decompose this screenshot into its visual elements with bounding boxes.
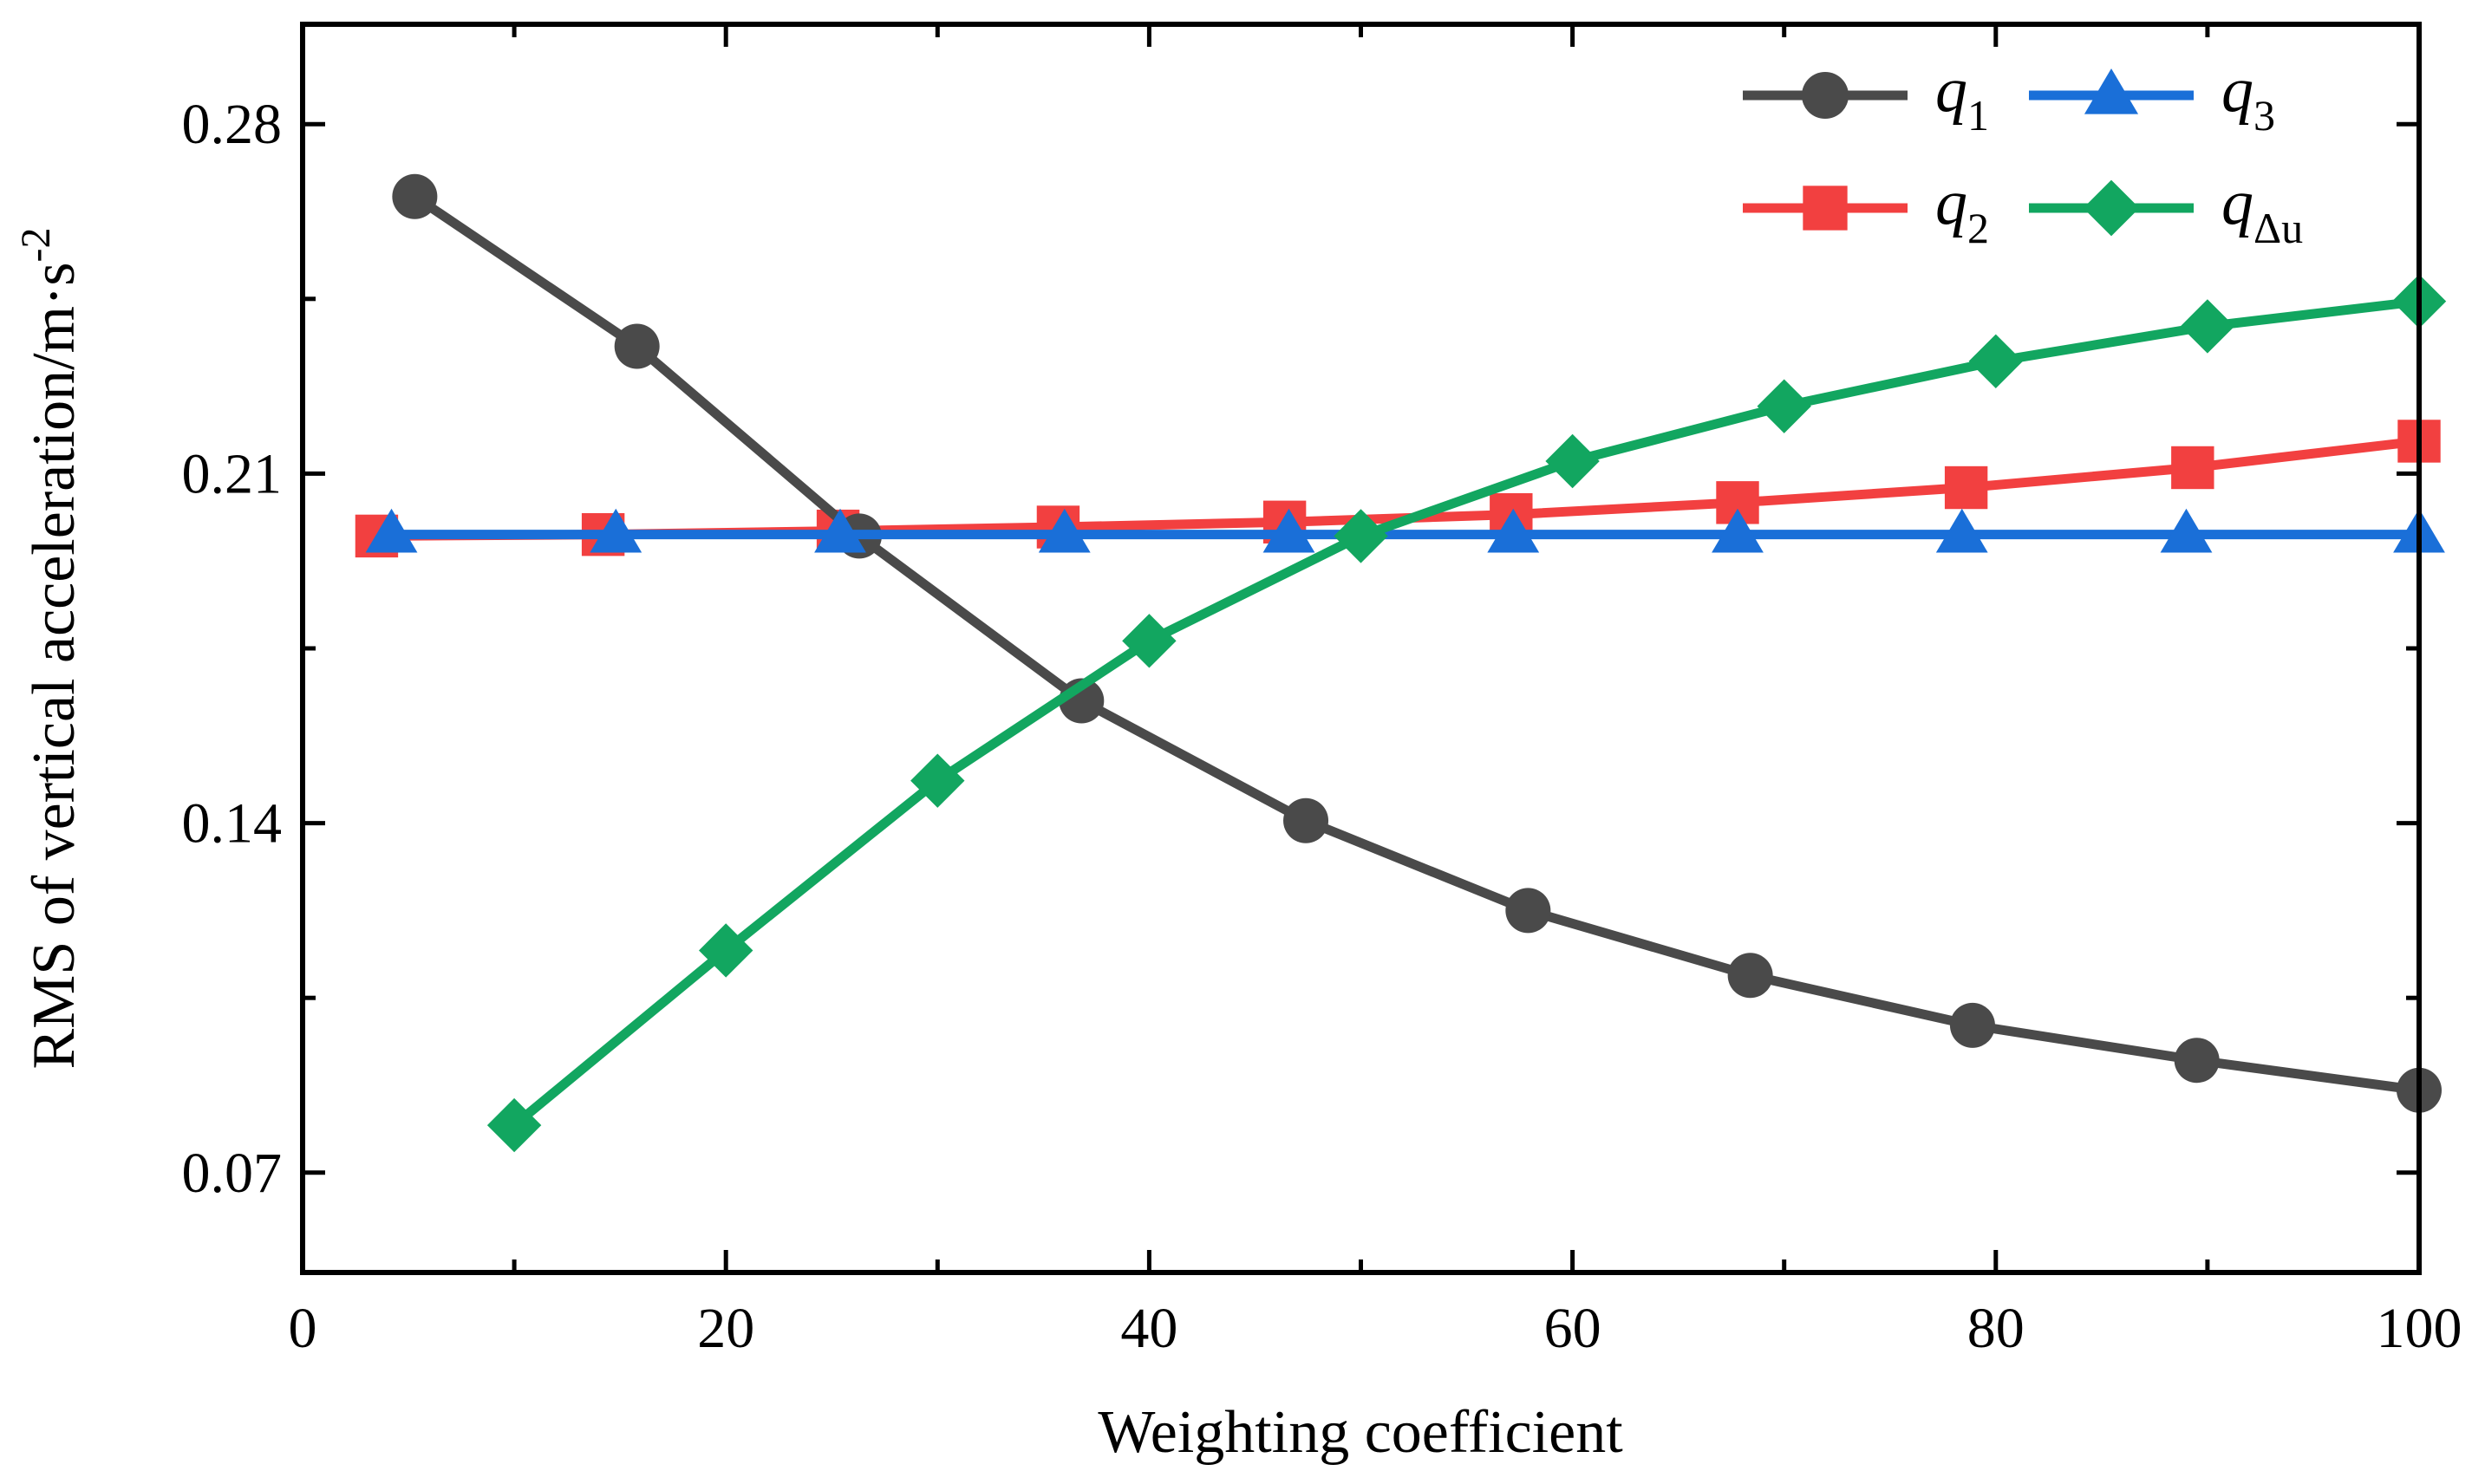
data-point-q1 [1283,797,1329,843]
data-point-qdu [2180,299,2235,354]
x-axis-title: Weighting coefficient [1098,1399,1623,1466]
series-qdu [486,274,2447,1153]
x-tick-label: 80 [1967,1297,2025,1360]
data-point-q1 [614,323,660,369]
data-point-qdu [910,753,965,808]
y-tick-label: 0.14 [182,792,283,856]
data-point-q1 [2174,1038,2220,1084]
data-point-q3 [1487,508,1540,553]
legend-label-q1: q1 [1935,55,1989,140]
legend-label-q3: q3 [2221,55,2275,140]
data-point-q1 [392,173,438,219]
data-point-qdu [1334,509,1388,563]
legend-label-qdu: qΔu [2221,167,2303,252]
data-point-q3 [1038,508,1091,553]
legend-label-q2: q2 [1935,167,1989,252]
data-point-q3 [590,508,642,553]
plot-frame [300,22,2422,1275]
legend-item-q1: q1 [1743,55,1989,140]
tick-labels: 0 20 40 60 80 100 0.07 0.14 0.21 0.28 [182,93,2462,1360]
data-point-q3 [814,508,866,553]
y-tick-label: 0.28 [182,93,283,156]
data-point-q3 [1262,508,1315,553]
series-layer [355,173,2447,1153]
legend-marker-qdu [2083,179,2140,237]
data-point-q2 [1944,465,1988,510]
x-tick-label: 40 [1120,1297,1177,1360]
legend-item-q3: q3 [2029,55,2275,140]
y-axis-title: RMS of vertical acceleration/m·s-2 [13,227,88,1069]
data-point-q3 [365,508,418,553]
series-line-q1 [412,192,2420,1096]
x-tick-label: 0 [289,1297,317,1360]
legend-item-q2: q2 [1743,167,1989,252]
legend-marker-q1 [1802,72,1849,119]
data-point-qdu [1545,433,1600,489]
x-tick-label: 60 [1544,1297,1601,1360]
legend-item-qdu: qΔu [2029,167,2303,252]
data-point-q2 [2171,446,2214,490]
data-point-qdu [1122,614,1177,668]
data-point-q3 [2160,508,2213,553]
x-tick-label: 20 [697,1297,754,1360]
y-tick-label: 0.07 [182,1142,283,1205]
legend-marker-q3 [2084,68,2139,114]
legend: q1 q3 q2 qΔu [1743,55,2303,252]
data-point-qdu [486,1097,542,1153]
y-axis-title-text: RMS of vertical acceleration/m·s [21,262,88,1069]
series-line-qdu [511,296,2420,1129]
data-point-q1 [1505,888,1551,934]
data-point-q3 [1935,508,1988,553]
legend-marker-q2 [1803,186,1848,231]
data-point-qdu [699,923,753,978]
data-point-qdu [1757,379,1811,433]
data-point-q1 [1727,953,1773,999]
data-point-q3 [1712,508,1764,553]
data-point-qdu [1968,334,2023,388]
data-point-q1 [1949,1002,1995,1048]
y-tick-label: 0.21 [182,442,283,505]
y-axis-title-exponent: -2 [13,227,59,262]
x-tick-label: 100 [2377,1297,2462,1360]
